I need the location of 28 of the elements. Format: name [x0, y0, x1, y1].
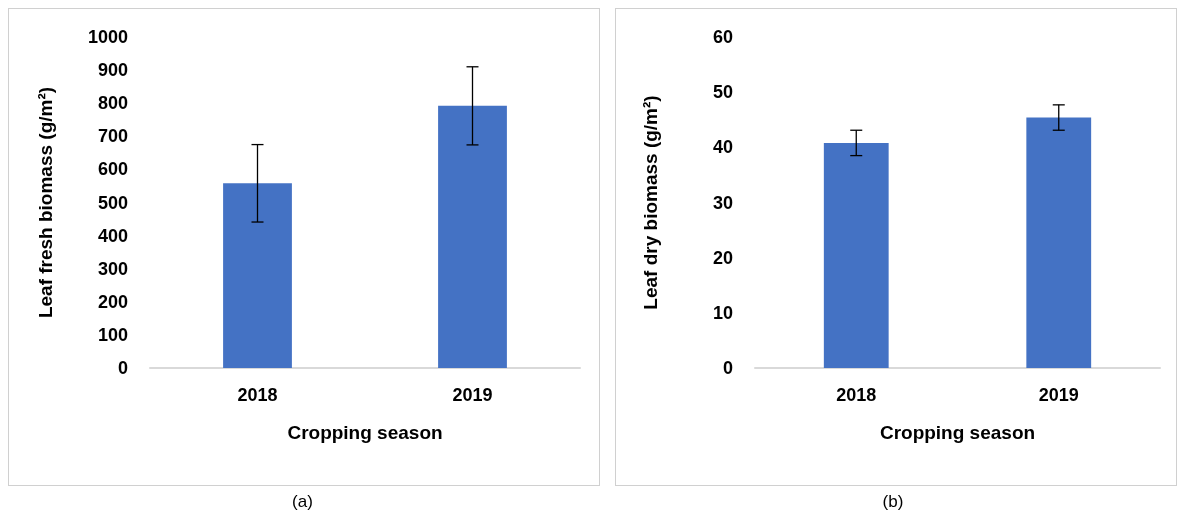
y-tick-label: 600	[97, 159, 128, 180]
text: (a)	[292, 492, 313, 511]
y-tick-label: 500	[97, 192, 128, 213]
y-tick-label: 300	[97, 258, 128, 279]
y-axis-title: Leaf fresh biomass (g/m²)	[35, 86, 56, 319]
y-tick-label: 0	[117, 358, 128, 378]
y-tick-label: 200	[97, 291, 128, 312]
x-axis-title: Cropping season	[879, 422, 1036, 443]
x-tick-label: 2018	[836, 385, 877, 405]
y-tick-label: 700	[97, 126, 128, 147]
y-tick-label: 40	[712, 137, 733, 158]
y-tick-label: 900	[97, 60, 128, 81]
y-tick-label: 0	[722, 358, 733, 378]
y-axis-title: Leaf dry biomass (g/m²)	[640, 95, 661, 310]
text: (b)	[882, 492, 904, 511]
y-tick-label: 60	[712, 27, 733, 47]
y-tick-label: 100	[97, 324, 128, 345]
y-tick-label: 50	[712, 82, 733, 103]
y-tick-label: 1000	[87, 27, 128, 47]
y-tick-label: 30	[712, 192, 733, 213]
y-tick-label: 400	[97, 225, 128, 246]
y-tick-label: 800	[97, 93, 128, 114]
x-tick-label: 2019	[452, 385, 493, 405]
x-tick-label: 2019	[1038, 385, 1079, 405]
x-axis-title: Cropping season	[287, 422, 443, 443]
y-tick-label: 20	[712, 247, 733, 268]
y-tick-label: 10	[712, 302, 733, 323]
x-tick-label: 2018	[237, 385, 278, 405]
